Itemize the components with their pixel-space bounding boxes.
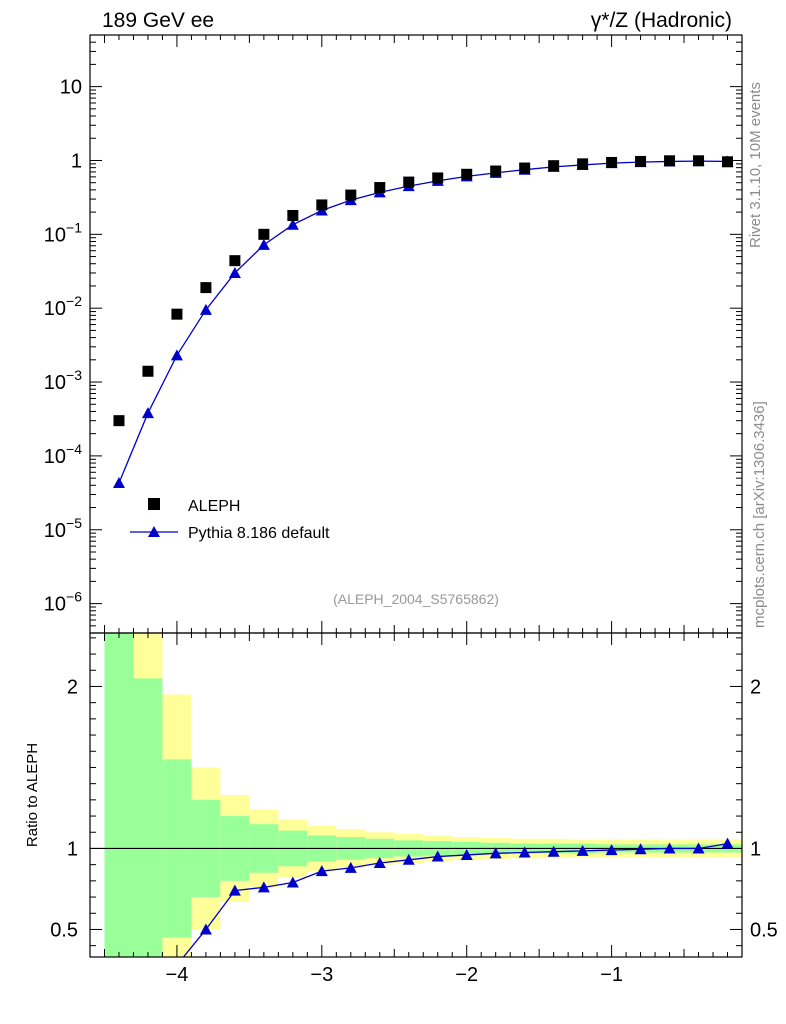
main-ytick-label: 1 (71, 150, 82, 172)
pythia-line (118, 160, 728, 484)
ratio-point (576, 844, 589, 856)
main-ytick-label: 10−4 (44, 441, 82, 468)
legend-marker-aleph (148, 498, 160, 510)
ratio-axis-label: Ratio to ALEPH (24, 743, 41, 847)
aleph-point (577, 158, 589, 170)
ratio-xtick-label: −2 (455, 964, 478, 986)
legend: ALEPH Pythia 8.186 default (130, 498, 330, 542)
band-inner (133, 678, 163, 957)
ratio-point (315, 865, 328, 877)
aleph-point (258, 228, 270, 240)
ratio-ytick-label: 1 (67, 838, 78, 860)
ratio-point (402, 853, 415, 865)
aleph-point (548, 160, 560, 172)
ratio-ytick-label-right: 1 (750, 838, 761, 860)
ratio-point (373, 857, 386, 869)
legend-label-pythia: Pythia 8.186 default (188, 525, 330, 542)
main-ytick-label: 10−1 (44, 219, 82, 246)
ratio-point (721, 837, 734, 849)
main-ytick-label: 10−5 (44, 515, 82, 542)
ratio-ytick-label: 0.5 (50, 919, 78, 941)
aleph-point (490, 165, 502, 177)
ratio-ytick-label: 2 (67, 676, 78, 698)
aleph-point (403, 176, 415, 188)
aleph-point (432, 172, 444, 184)
aleph-point (519, 162, 531, 174)
main-ytick-label: 10−2 (44, 293, 82, 320)
aleph-point (693, 155, 705, 167)
aleph-point (229, 255, 241, 267)
aleph-point (142, 365, 154, 377)
ratio-frame (89, 632, 743, 958)
pythia-point (112, 476, 125, 488)
aleph-point (722, 156, 734, 168)
rivet-version-label: Rivet 3.1.10, 10M events (747, 82, 764, 248)
pythia-point (257, 238, 270, 250)
pythia-point (286, 218, 299, 230)
ratio-point (286, 876, 299, 888)
aleph-point (606, 156, 618, 168)
ratio-xtick-label: −4 (166, 964, 189, 986)
ratio-xtick-label: −1 (600, 964, 623, 986)
aleph-point (113, 415, 125, 427)
ratio-point (663, 842, 676, 854)
main-ytick-label: 10 (60, 77, 82, 99)
aleph-point (664, 155, 676, 167)
ratio-plot-marks (90, 837, 742, 957)
ratio-xtick-label: −3 (310, 964, 333, 986)
ratio-point (634, 843, 647, 855)
pythia-point (199, 303, 212, 315)
aleph-point (345, 189, 357, 201)
aleph-point (635, 155, 647, 167)
ratio-point (518, 846, 531, 858)
ratio-ytick-label-right: 0.5 (750, 919, 778, 941)
main-ytick-label: 10−3 (44, 367, 82, 394)
aleph-point (461, 168, 473, 180)
legend-marker-pythia (148, 526, 160, 537)
ratio-point (228, 884, 241, 896)
pythia-point (170, 349, 183, 361)
ratio-uncertainty-bands (104, 633, 742, 957)
pythia-point (228, 266, 241, 278)
main-frame (89, 34, 743, 634)
ratio-point (431, 850, 444, 862)
ratio-point (199, 923, 212, 935)
ratio-point (489, 847, 502, 859)
ratio-point (257, 881, 270, 893)
analysis-id-label: (ALEPH_2004_S5765862) (333, 591, 499, 607)
main-plot-marks (112, 155, 734, 488)
ratio-point (547, 845, 560, 857)
mcplots-source-label: mcplots.cern.ch [arXiv:1306.3436] (751, 401, 768, 628)
pythia-point (141, 407, 154, 419)
band-inner (104, 633, 134, 957)
main-ytick-label: 10−6 (44, 589, 82, 616)
aleph-point (287, 209, 299, 221)
header-left: 189 GeV ee (102, 9, 214, 32)
header-right: γ*/Z (Hadronic) (591, 9, 732, 32)
ratio-point (460, 848, 473, 860)
legend-label-aleph: ALEPH (188, 498, 240, 515)
aleph-point (316, 199, 328, 211)
aleph-point (374, 182, 386, 194)
ratio-point (692, 842, 705, 854)
ratio-point (605, 844, 618, 856)
aleph-point (200, 282, 212, 294)
aleph-point (171, 308, 183, 320)
ratio-point (344, 861, 357, 873)
ratio-ytick-label-right: 2 (750, 676, 761, 698)
